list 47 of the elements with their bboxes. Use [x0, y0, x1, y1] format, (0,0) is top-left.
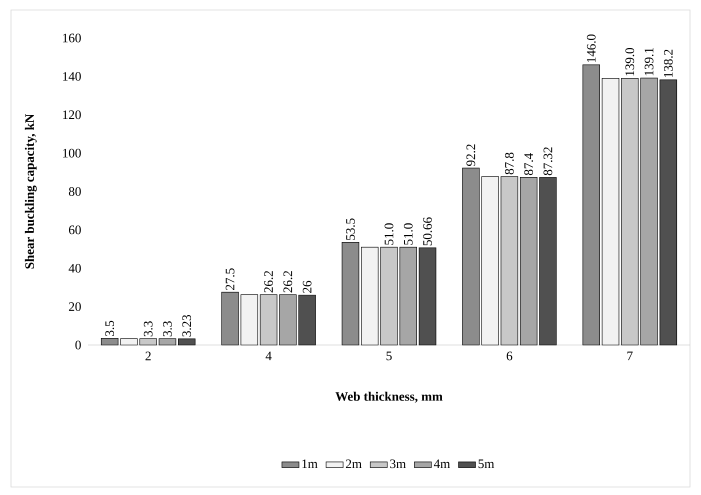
data-label: 26: [302, 280, 312, 293]
data-label: 3.23: [182, 314, 192, 336]
bar: [342, 242, 360, 346]
data-label: 51.0: [404, 223, 413, 245]
y-axis-title: Shear buckling capacity, kN: [24, 114, 37, 269]
data-label: 50.66: [423, 217, 432, 246]
data-label: 51.0: [384, 223, 394, 245]
data-label: 26.2: [264, 271, 273, 292]
data-label: 138.2: [664, 50, 673, 77]
bar: [298, 294, 316, 346]
data-label: 26.2: [283, 271, 292, 292]
data-label: 87.32: [544, 147, 552, 176]
data-label: 53.5: [346, 218, 355, 240]
data-label: 3.3: [144, 321, 153, 336]
y-tick-label: 40: [68, 264, 81, 273]
x-tick-label: 5: [386, 352, 392, 360]
data-label: 87.4: [524, 153, 534, 176]
x-tick-label: 4: [266, 352, 272, 360]
legend-label: 4m: [434, 459, 450, 468]
y-tick-label: 80: [68, 187, 81, 196]
bar: [178, 338, 196, 346]
y-tick-label: 100: [63, 148, 81, 158]
y-tick-label: 140: [63, 72, 81, 81]
bar: [582, 64, 600, 346]
data-label: 27.5: [226, 268, 234, 290]
data-label: 139.0: [625, 48, 634, 76]
y-tick-label: 20: [68, 302, 81, 311]
legend-label: 1m: [302, 459, 318, 468]
data-label: 3.5: [105, 320, 114, 336]
y-tick-label: 160: [63, 34, 81, 42]
x-axis-title: Web thickness, mm: [335, 392, 443, 403]
x-tick-label: 6: [506, 352, 512, 360]
data-label: 139.1: [644, 48, 654, 76]
data-label: 146.0: [586, 34, 596, 62]
y-tick-label: 0: [75, 340, 81, 350]
y-tick-label: 60: [68, 226, 81, 234]
data-label: 92.2: [466, 144, 476, 166]
bar: [418, 247, 436, 346]
legend-label: 5m: [478, 460, 494, 468]
y-tick-label: 120: [63, 110, 81, 120]
bar: [462, 168, 480, 346]
data-label: 3.3: [163, 321, 172, 336]
legend-label: 3m: [390, 459, 406, 468]
x-tick-label: 7: [627, 352, 633, 360]
legend-label: 2m: [346, 459, 362, 468]
x-tick-label: 2: [146, 352, 151, 360]
data-label: 87.8: [505, 152, 514, 174]
